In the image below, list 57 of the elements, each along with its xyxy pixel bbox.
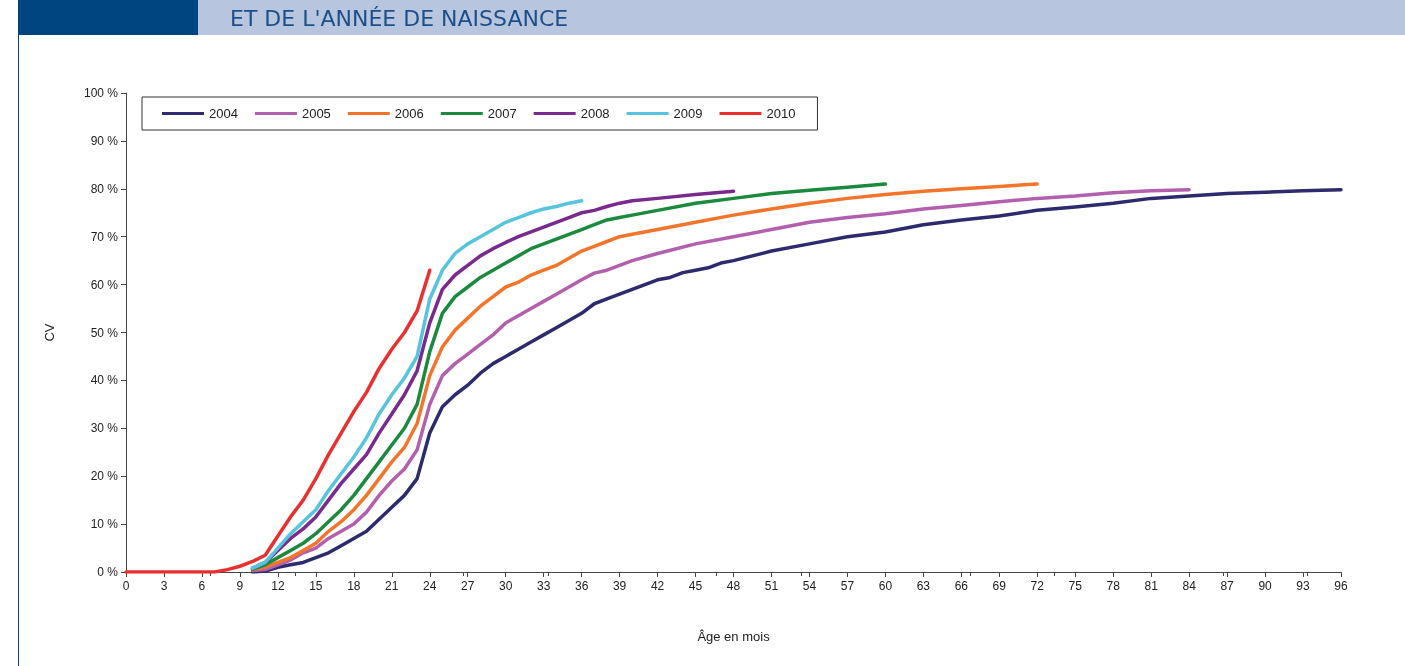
x-tick-label: 33 (536, 579, 551, 593)
line-series (250, 199, 584, 570)
y-tick-label: 70 % (90, 229, 119, 244)
y-tick-label: 60 % (90, 277, 119, 292)
legend-label: 2006 (394, 106, 424, 121)
legend-label: 2004 (209, 106, 238, 121)
x-tick-label: 18 (347, 579, 361, 593)
x-tick-label: 93 (1296, 579, 1311, 593)
x-tick-label: 21 (385, 579, 399, 593)
x-tick-label: 87 (1220, 579, 1235, 593)
x-tick-label: 30 (499, 579, 513, 593)
legend-label: 2008 (580, 106, 610, 121)
x-tick-label: 12 (271, 579, 285, 593)
x-tick-label: 9 (236, 579, 244, 593)
x-tick-label: 51 (764, 579, 779, 593)
y-tick-label: 80 % (90, 181, 119, 196)
x-tick-label: 75 (1068, 579, 1083, 593)
x-tick-label: 60 (878, 579, 893, 593)
x-tick-label: 66 (954, 579, 969, 593)
line-series (250, 182, 888, 571)
x-tick-label: 72 (1030, 579, 1045, 593)
y-tick-label: 90 % (90, 133, 119, 148)
x-tick-label: 45 (688, 579, 703, 593)
x-tick-label: 84 (1182, 579, 1197, 593)
chart-title: ET DE L'ANNÉE DE NAISSANCE (230, 5, 569, 31)
x-tick-label: 57 (840, 579, 855, 593)
y-tick-label: 0 % (97, 565, 119, 579)
legend-label: 2010 (766, 106, 796, 121)
x-axis-title: Âge en mois (697, 629, 771, 644)
x-tick-label: 78 (1106, 579, 1121, 593)
x-tick-label: 63 (916, 579, 931, 593)
x-tick-label: 69 (992, 579, 1007, 593)
y-tick-label: 20 % (90, 469, 119, 484)
y-tick-label: 10 % (90, 517, 119, 532)
x-tick-label: 15 (309, 579, 323, 593)
y-axis-title: CV (42, 323, 57, 342)
x-tick-label: 81 (1144, 579, 1159, 593)
x-tick-label: 48 (726, 579, 741, 593)
legend-label: 2005 (301, 106, 331, 121)
x-tick-label: 6 (198, 579, 206, 593)
x-tick-label: 0 (122, 579, 130, 593)
y-tick-label: 50 % (90, 325, 119, 340)
x-tick-label: 54 (802, 579, 817, 593)
x-tick-label: 90 (1258, 579, 1273, 593)
x-tick-label: 27 (461, 579, 475, 593)
line-series (124, 268, 432, 574)
y-tick-label: 30 % (90, 421, 119, 436)
y-tick-label: 100 % (83, 86, 119, 100)
x-tick-label: 3 (160, 579, 168, 593)
legend-label: 2007 (487, 106, 517, 121)
legend-label: 2009 (673, 106, 703, 121)
x-tick-label: 42 (650, 579, 665, 593)
x-tick-label: 36 (574, 579, 589, 593)
x-tick-label: 24 (423, 579, 437, 593)
x-tick-label: 96 (1334, 579, 1348, 593)
x-tick-label: 39 (612, 579, 627, 593)
y-tick-label: 40 % (90, 373, 119, 388)
